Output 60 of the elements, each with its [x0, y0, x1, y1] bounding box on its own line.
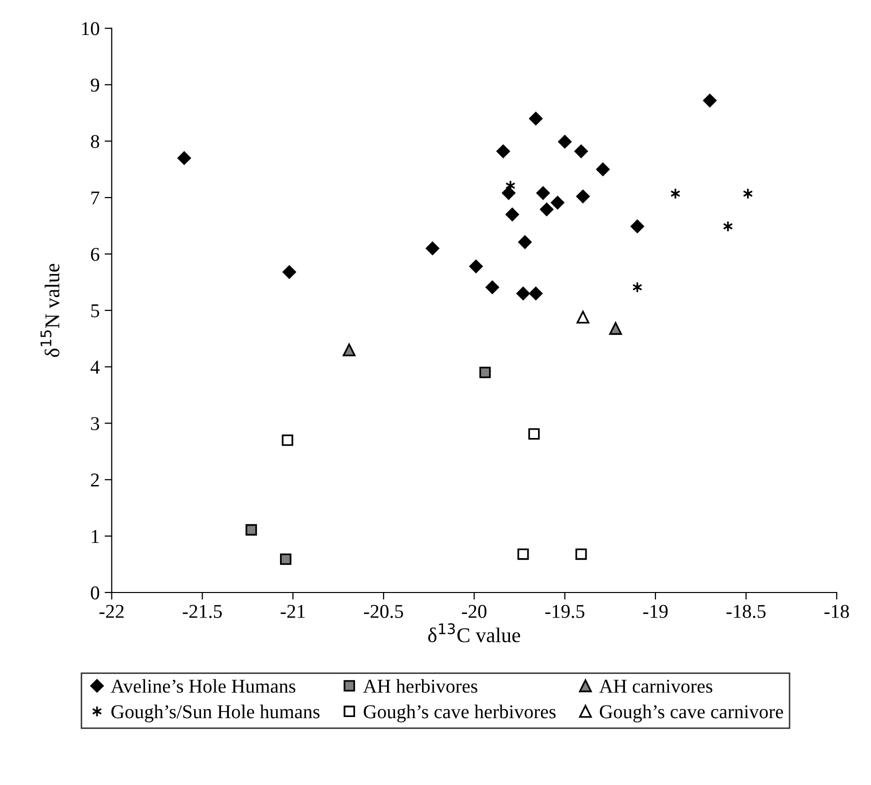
- point: [518, 235, 532, 249]
- point: [630, 220, 644, 234]
- point: [496, 144, 510, 158]
- legend-label: Gough’s cave herbivores: [364, 704, 556, 722]
- point: [722, 220, 733, 232]
- point: [502, 186, 516, 200]
- point: [246, 524, 257, 536]
- point: [517, 548, 529, 560]
- legend-label: Gough’s/Sun Hole humans: [111, 704, 320, 722]
- y-tick-label: 7: [91, 192, 100, 204]
- x-tick-label: -21: [280, 604, 305, 618]
- y-tick-label: 4: [90, 360, 100, 374]
- point: [479, 366, 491, 378]
- point: [280, 554, 292, 565]
- point: [282, 434, 294, 446]
- point: [528, 428, 540, 440]
- y-tick-label: 10: [82, 22, 100, 36]
- point: [609, 322, 622, 335]
- y-tick-label: 3: [91, 417, 100, 430]
- legend-label: AH carnivores: [599, 680, 712, 693]
- point: [536, 186, 550, 200]
- point: [703, 94, 717, 108]
- x-tick-label: -19.5: [545, 604, 584, 618]
- point: [516, 286, 530, 300]
- y-tick-label: 2: [91, 474, 99, 486]
- point: [596, 162, 610, 176]
- x-tick-label: -21.5: [182, 604, 222, 618]
- point: [576, 190, 590, 204]
- point: [486, 280, 500, 294]
- point: [506, 208, 519, 222]
- y-tick-label: 1: [92, 530, 99, 543]
- point: [177, 151, 191, 165]
- x-tick-label: -20: [462, 604, 486, 618]
- x-axis-title: δ$^{13}$C value: [428, 623, 520, 642]
- legend-label: Gough’s cave carnivore: [600, 704, 784, 722]
- point: [529, 112, 543, 126]
- point: [529, 286, 543, 300]
- y-axis-title: δ$^{15}$N value: [40, 264, 60, 357]
- point: [575, 548, 587, 560]
- point: [342, 344, 356, 356]
- point: [574, 144, 588, 158]
- y-tick-label: 9: [90, 78, 100, 92]
- x-tick-label: -18: [824, 604, 849, 618]
- point: [469, 260, 483, 274]
- x-tick-label: -18.5: [726, 604, 766, 618]
- point: [282, 265, 296, 279]
- y-tick-label: 6: [91, 248, 100, 261]
- x-tick-label: -22: [99, 604, 124, 618]
- legend-label: AH herbivores: [363, 679, 478, 693]
- point: [550, 196, 564, 210]
- legend-label: Aveline’s Hole Humans: [110, 679, 296, 693]
- point: [540, 202, 554, 216]
- point: [558, 134, 572, 148]
- y-tick-label: 8: [90, 134, 100, 148]
- point: [426, 242, 440, 256]
- y-tick-label: 0: [90, 586, 100, 600]
- y-tick-label: 5: [91, 304, 100, 318]
- x-tick-label: -20.5: [364, 604, 404, 618]
- x-tick-label: -19: [643, 604, 668, 618]
- point: [576, 310, 590, 324]
